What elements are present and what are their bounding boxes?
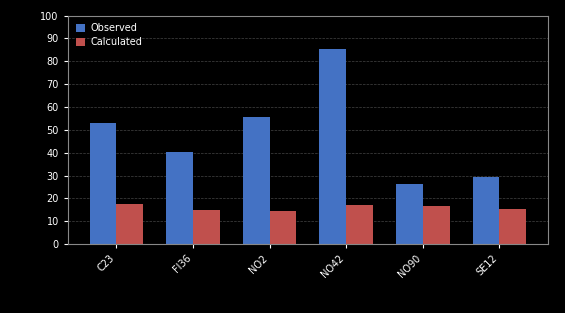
Bar bbox=[243, 117, 270, 244]
Bar bbox=[90, 123, 116, 244]
Bar bbox=[423, 207, 450, 244]
Bar bbox=[270, 211, 297, 244]
Bar bbox=[396, 184, 423, 244]
Bar bbox=[472, 177, 499, 244]
Bar bbox=[116, 204, 144, 244]
Bar bbox=[193, 210, 220, 244]
Bar bbox=[166, 151, 193, 244]
Bar bbox=[346, 205, 373, 244]
Legend: Observed, Calculated: Observed, Calculated bbox=[73, 21, 145, 50]
Bar bbox=[499, 209, 526, 244]
Bar bbox=[319, 49, 346, 244]
